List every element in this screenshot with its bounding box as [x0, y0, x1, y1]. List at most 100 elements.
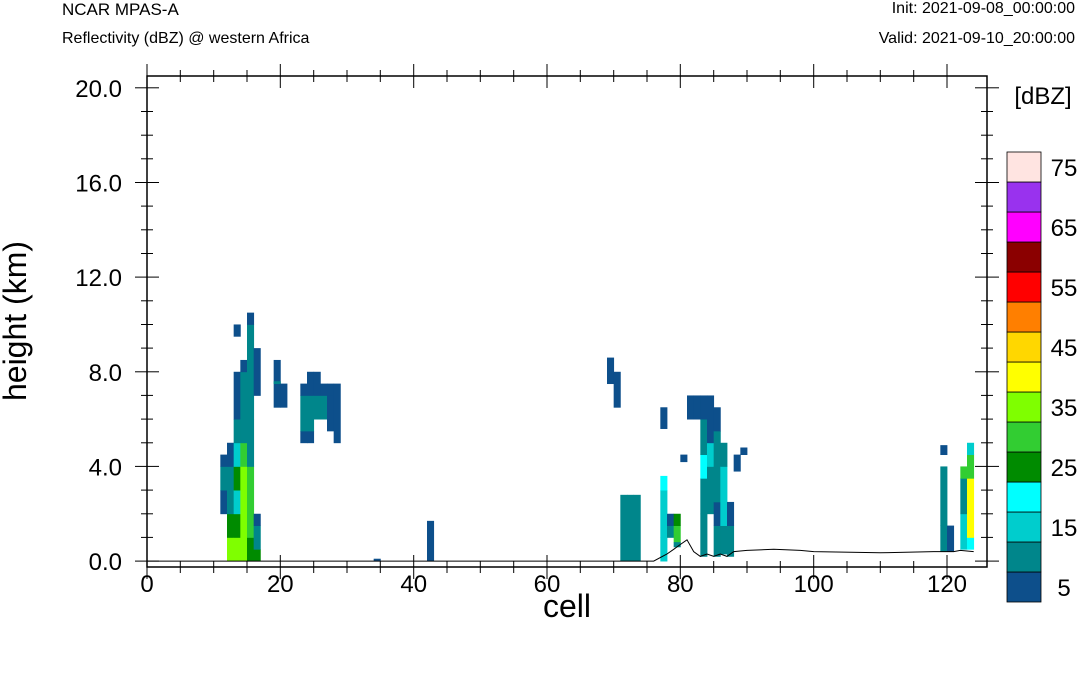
reflectivity-cell — [700, 513, 708, 557]
y-tick-labels: 0.0 4.0 8.0 12.0 16.0 20.0 — [75, 76, 122, 576]
reflectivity-cell — [740, 447, 748, 455]
reflectivity-cell — [693, 395, 701, 420]
colorbar-swatch — [1006, 271, 1042, 303]
reflectivity-cell — [240, 371, 248, 420]
reflectivity-cell — [660, 407, 668, 429]
valid-time: Valid: 2021-09-10_20:00:00 — [878, 30, 1075, 47]
colorbar-swatch — [1006, 541, 1042, 573]
reflectivity-cell — [733, 454, 741, 472]
x-tick-label: 0 — [140, 571, 153, 598]
reflectivity-cell — [313, 371, 321, 396]
reflectivity-cell — [247, 419, 255, 467]
reflectivity-cell — [700, 395, 708, 420]
reflectivity-cell — [707, 442, 715, 467]
reflectivity-cell — [233, 537, 241, 562]
reflectivity-cell — [700, 419, 708, 455]
reflectivity-cell — [673, 542, 681, 548]
x-tick-label: 100 — [794, 571, 834, 598]
reflectivity-cell — [960, 478, 968, 515]
colorbar-swatch — [1006, 451, 1042, 483]
reflectivity-cell — [720, 442, 728, 467]
y-tick-label: 16.0 — [75, 171, 122, 198]
reflectivity-cell — [233, 490, 241, 515]
reflectivity-cell — [713, 430, 721, 467]
reflectivity-cell — [320, 395, 328, 420]
colorbar-label: 75 — [1051, 155, 1078, 182]
reflectivity-cell — [713, 466, 721, 503]
reflectivity-cell — [247, 537, 255, 562]
colorbar-swatch — [1006, 421, 1042, 453]
reflectivity-cell — [233, 513, 241, 538]
reflectivity-cell — [233, 324, 241, 337]
reflectivity-cell — [253, 525, 261, 550]
x-tick-label: 80 — [667, 571, 694, 598]
colorbar-swatch — [1006, 241, 1042, 273]
reflectivity-cell — [247, 324, 255, 349]
reflectivity-cell — [660, 475, 668, 491]
reflectivity-cell — [667, 513, 675, 526]
reflectivity-cell — [233, 466, 241, 491]
reflectivity-cell — [707, 466, 715, 515]
reflectivity-cell — [300, 395, 308, 432]
colorbar-swatch — [1006, 391, 1042, 423]
y-tick-label: 8.0 — [89, 360, 122, 387]
reflectivity-cell — [307, 371, 315, 396]
reflectivity-cell — [687, 395, 695, 420]
reflectivity-cell — [373, 558, 381, 562]
reflectivity-cell — [607, 357, 615, 385]
reflectivity-cell — [940, 466, 948, 526]
y-tick-label: 12.0 — [75, 265, 122, 292]
x-axis-title: cell — [543, 588, 591, 624]
x-tick-label: 20 — [267, 571, 294, 598]
colorbar-swatch — [1006, 211, 1042, 243]
reflectivity-cell — [713, 407, 721, 432]
reflectivity-cell — [960, 466, 968, 479]
axis-ticks — [135, 64, 999, 579]
x-tick-label: 40 — [400, 571, 427, 598]
reflectivity-cell — [247, 312, 255, 325]
reflectivity-cell — [280, 383, 288, 408]
reflectivity-cell — [220, 454, 228, 467]
reflectivity-cell — [967, 454, 975, 479]
colorbar-label: 5 — [1057, 575, 1070, 602]
colorbar-swatch — [1006, 331, 1042, 363]
reflectivity-cells — [220, 312, 975, 562]
reflectivity-cell — [247, 348, 255, 420]
reflectivity-cell — [700, 478, 708, 515]
reflectivity-cell — [947, 525, 955, 553]
colorbar-labels: 5 15 25 35 45 55 65 75 — [1051, 155, 1078, 602]
colorbar-swatch — [1006, 361, 1042, 393]
reflectivity-cell — [233, 371, 241, 420]
reflectivity-cell — [633, 494, 641, 562]
colorbar-label: 55 — [1051, 275, 1078, 302]
reflectivity-cell — [227, 442, 235, 467]
reflectivity-cell — [227, 513, 235, 538]
reflectivity-cell — [300, 383, 308, 396]
y-axis-title: height (km) — [0, 241, 33, 401]
reflectivity-cell — [320, 383, 328, 396]
reflectivity-cell — [247, 466, 255, 538]
field-subtitle: Reflectivity (dBZ) @ western Africa — [62, 30, 310, 47]
reflectivity-cell — [273, 381, 281, 385]
plot-frame — [146, 75, 988, 568]
reflectivity-cell — [253, 348, 261, 396]
reflectivity-cell — [673, 525, 681, 543]
reflectivity-cell — [713, 501, 721, 526]
reflectivity-cell — [427, 520, 435, 562]
colorbar-label: 45 — [1051, 335, 1078, 362]
colorbar-swatch — [1006, 511, 1042, 543]
reflectivity-cell — [233, 442, 241, 467]
colorbar-swatch — [1006, 301, 1042, 333]
reflectivity-cell — [707, 395, 715, 444]
colorbar-swatch — [1006, 481, 1042, 513]
reflectivity-cell — [240, 359, 248, 373]
reflectivity-cell — [253, 513, 261, 526]
colorbar-label: 25 — [1051, 455, 1078, 482]
reflectivity-cell — [967, 478, 975, 538]
reflectivity-cell — [240, 442, 248, 467]
reflectivity-cell — [300, 430, 308, 444]
colorbar-label: 35 — [1051, 395, 1078, 422]
reflectivity-cell — [307, 430, 315, 444]
reflectivity-cell — [940, 525, 948, 553]
terrain-line — [147, 539, 974, 562]
